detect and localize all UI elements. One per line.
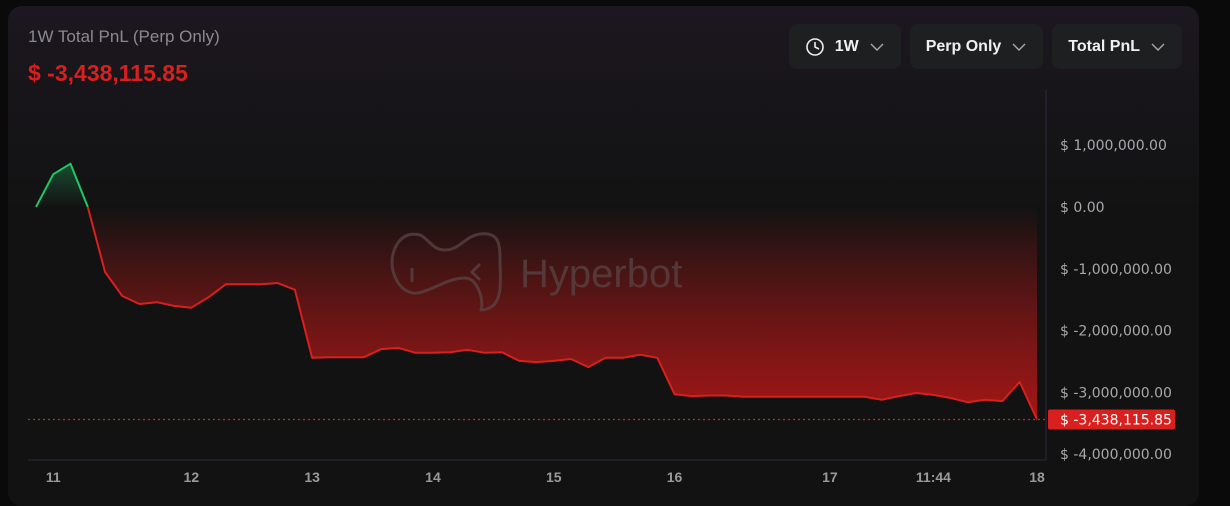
y-tick-label: $ -3,000,000.00 <box>1060 385 1172 401</box>
x-tick-label: 14 <box>425 469 441 485</box>
timeframe-dropdown[interactable]: 1W <box>788 24 901 69</box>
x-tick-label: 11:44 <box>916 469 951 485</box>
x-tick-label: 13 <box>304 469 320 485</box>
positive-line <box>35 162 89 208</box>
negative-area <box>87 207 1038 420</box>
last-value-tag: $ -3,438,115.85 <box>1048 409 1175 430</box>
y-tick-label: $ 1,000,000.00 <box>1060 138 1167 154</box>
y-tick-label: $ -2,000,000.00 <box>1060 324 1172 340</box>
last-value-label: $ -3,438,115.85 <box>1060 412 1172 428</box>
x-tick-label: 16 <box>667 469 683 485</box>
chevron-down-icon <box>870 43 884 51</box>
y-tick-label: $ -4,000,000.00 <box>1060 447 1172 463</box>
x-tick-label: 15 <box>546 469 562 485</box>
chart-title: 1W Total PnL (Perp Only) <box>28 27 220 46</box>
hyperbot-watermark: Hyperbot <box>390 232 682 312</box>
watermark-text: Hyperbot <box>520 252 682 296</box>
metric-dropdown[interactable]: Total PnL <box>1052 24 1182 69</box>
y-tick-label: $ -1,000,000.00 <box>1060 262 1172 278</box>
market-type-dropdown[interactable]: Perp Only <box>909 24 1044 69</box>
x-tick-label: 18 <box>1029 469 1045 485</box>
negative-line <box>86 206 1038 420</box>
positive-area <box>36 163 88 207</box>
metric-label: Total PnL <box>1068 37 1140 55</box>
chevron-down-icon <box>1151 43 1165 51</box>
x-tick-label: 12 <box>184 469 200 485</box>
clock-icon <box>805 37 824 56</box>
market-type-label: Perp Only <box>925 37 1002 55</box>
x-tick-label: 17 <box>822 469 838 485</box>
y-tick-label: $ 0.00 <box>1060 200 1105 216</box>
chart-controls: 1W Perp Only Total PnL <box>788 24 1182 69</box>
pnl-value: $ -3,438,115.85 <box>28 60 188 86</box>
timeframe-label: 1W <box>834 37 859 55</box>
x-tick-label: 11 <box>46 469 61 485</box>
chevron-down-icon <box>1012 43 1026 51</box>
